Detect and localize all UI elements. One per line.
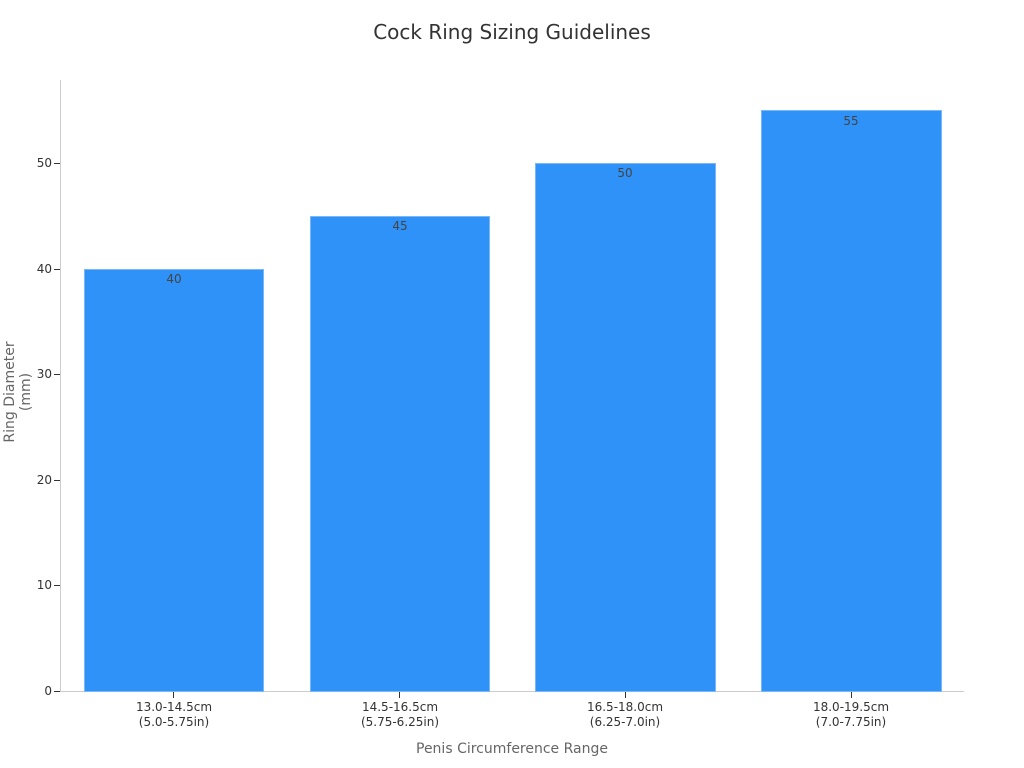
y-axis-line: [60, 80, 61, 692]
bar-value-label: 40: [166, 272, 182, 286]
y-axis-title: Ring Diameter (mm): [2, 341, 34, 443]
bar: [310, 216, 490, 692]
x-axis-line: [60, 691, 964, 692]
y-tick-label: 50: [36, 156, 52, 170]
bar: [761, 110, 942, 692]
y-tick: [54, 269, 60, 270]
y-tick: [54, 480, 60, 481]
bar-value-label: 55: [843, 114, 859, 128]
x-tick: [173, 692, 174, 698]
x-tick-label-cm: 16.5-18.0cm: [586, 700, 664, 714]
x-tick-label: 14.5-16.5cm (5.75-6.25in): [300, 700, 500, 730]
x-axis-title: Penis Circumference Range: [416, 741, 608, 757]
x-tick: [851, 692, 852, 698]
y-tick: [54, 374, 60, 375]
x-tick-label: 16.5-18.0cm (6.25-7.0in): [525, 700, 725, 730]
y-tick: [54, 163, 60, 164]
x-tick-label: 18.0-19.5cm (7.0-7.75in): [751, 700, 951, 730]
x-tick-label-cm: 14.5-16.5cm: [361, 700, 439, 714]
x-tick-label: 13.0-14.5cm (5.0-5.75in): [74, 700, 274, 730]
x-tick: [399, 692, 400, 698]
x-tick-label-in: (5.0-5.75in): [138, 715, 210, 729]
y-tick-label: 30: [36, 367, 52, 381]
y-tick-label: 0: [44, 684, 52, 698]
x-tick-label-in: (7.0-7.75in): [815, 715, 887, 729]
x-tick: [625, 692, 626, 698]
bar-value-label: 50: [617, 166, 633, 180]
x-tick-label-in: (6.25-7.0in): [589, 715, 661, 729]
bar-value-label: 45: [392, 219, 408, 233]
x-tick-label-cm: 18.0-19.5cm: [812, 700, 890, 714]
bar: [84, 269, 264, 692]
y-tick: [54, 691, 60, 692]
x-tick-label-in: (5.75-6.25in): [360, 715, 440, 729]
chart-title: Cock Ring Sizing Guidelines: [373, 20, 651, 44]
x-tick-label-cm: 13.0-14.5cm: [135, 700, 213, 714]
y-tick-label: 20: [36, 473, 52, 487]
y-tick-label: 40: [36, 262, 52, 276]
bar: [535, 163, 716, 692]
y-tick: [54, 585, 60, 586]
y-tick-label: 10: [36, 578, 52, 592]
